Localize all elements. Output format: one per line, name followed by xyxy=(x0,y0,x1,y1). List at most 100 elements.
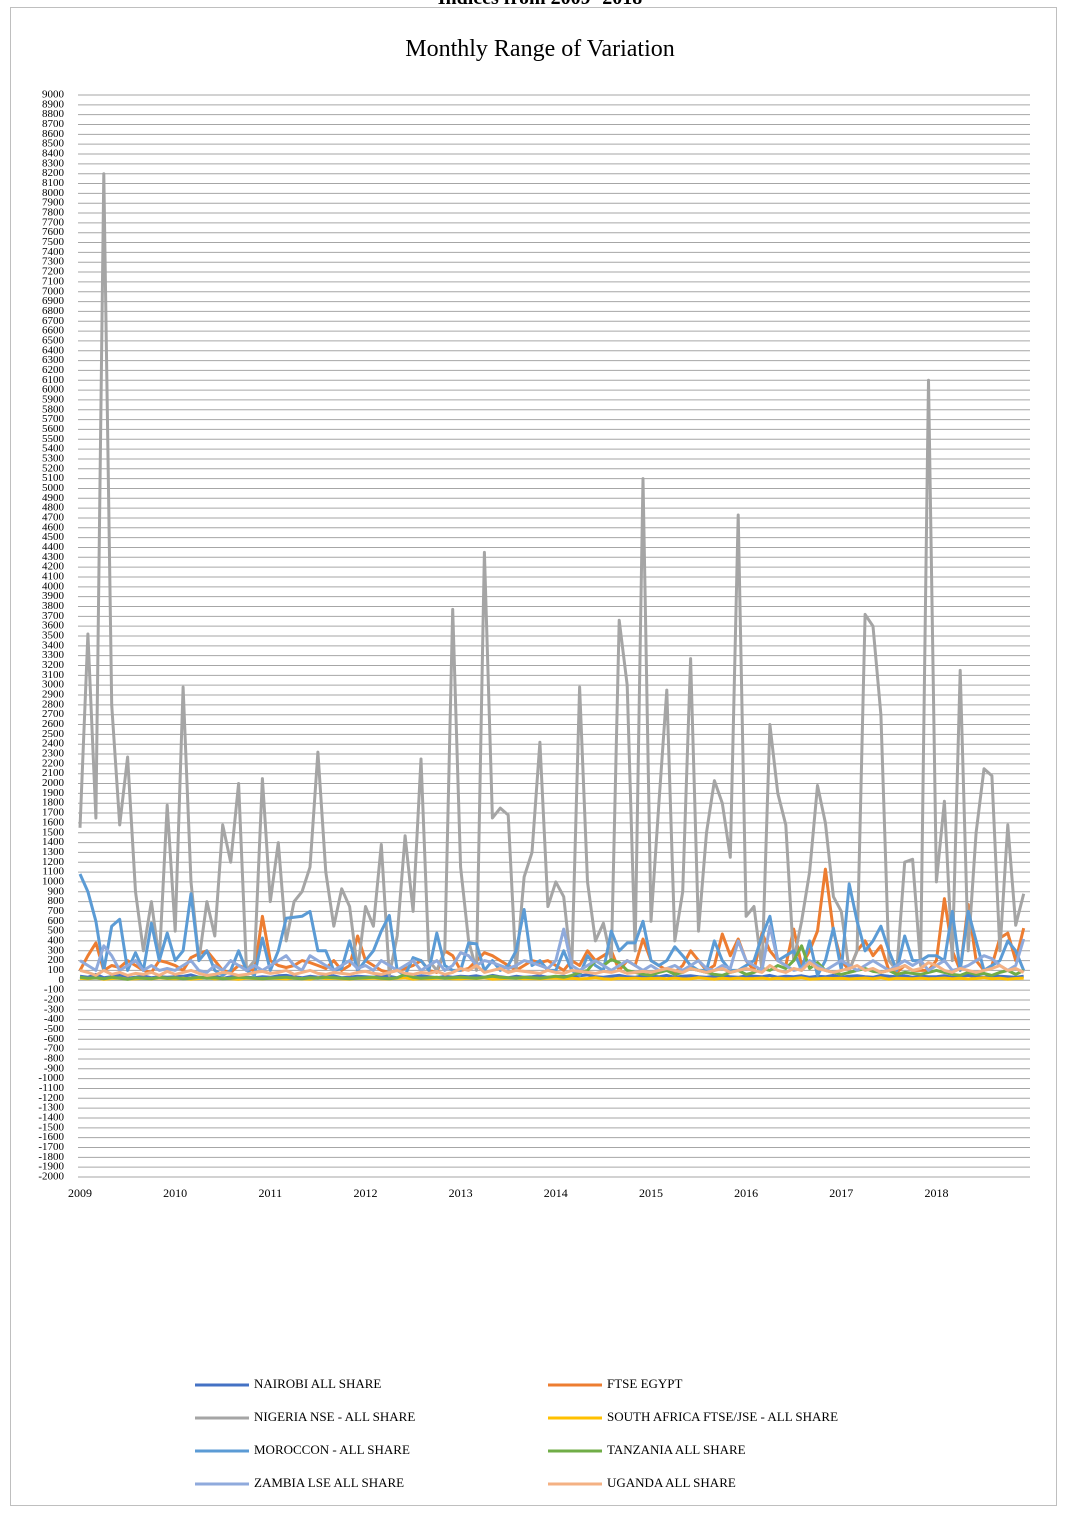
y-tick-label: -300 xyxy=(44,1003,65,1015)
y-tick-label: 900 xyxy=(48,885,65,897)
y-tick-label: 5000 xyxy=(42,482,65,494)
y-tick-label: 7300 xyxy=(42,256,65,268)
y-tick-label: 1400 xyxy=(42,836,65,848)
y-tick-label: 3800 xyxy=(42,600,65,612)
y-tick-label: 4200 xyxy=(42,561,65,573)
y-tick-label: 8600 xyxy=(42,128,65,140)
y-tick-label: 6600 xyxy=(42,325,65,337)
y-tick-label: 8500 xyxy=(42,138,65,150)
y-tick-label: -100 xyxy=(44,984,65,996)
y-tick-label: 7200 xyxy=(42,266,65,278)
y-tick-label: 7100 xyxy=(42,275,65,287)
legend-label: ZAMBIA LSE ALL SHARE xyxy=(254,1475,404,1490)
y-tick-label: 9000 xyxy=(42,89,65,101)
y-tick-label: 5500 xyxy=(42,433,65,445)
y-tick-label: 5700 xyxy=(42,413,65,425)
y-tick-label: -1000 xyxy=(38,1072,64,1084)
y-tick-label: 5600 xyxy=(42,423,65,435)
y-tick-label: -1700 xyxy=(38,1141,64,1153)
plot xyxy=(78,172,1026,981)
x-tick-label: 2016 xyxy=(734,1186,758,1200)
legend: NAIROBI ALL SHARE FTSE EGYPT NIGERIA NSE -… xyxy=(195,1376,838,1490)
y-tick-label: 6400 xyxy=(42,344,65,356)
y-tick-label: 4300 xyxy=(42,551,65,563)
x-tick-label: 2011 xyxy=(259,1186,283,1200)
x-tick-label: 2014 xyxy=(544,1186,568,1200)
y-tick-label: -1300 xyxy=(38,1102,64,1114)
y-tick-label: -1900 xyxy=(38,1161,64,1173)
legend-label: TANZANIA ALL SHARE xyxy=(607,1442,746,1457)
y-tick-label: 8100 xyxy=(42,177,65,189)
y-tick-label: 6500 xyxy=(42,334,65,346)
y-tick-label: 5200 xyxy=(42,462,65,474)
y-tick-label: 4600 xyxy=(42,521,65,533)
x-tick-label: 2012 xyxy=(353,1186,377,1200)
x-tick-label: 2017 xyxy=(829,1186,853,1200)
y-tick-label: 3300 xyxy=(42,649,65,661)
y-tick-label: 0 xyxy=(59,974,65,986)
y-tick-label: -1200 xyxy=(38,1092,64,1104)
y-tick-label: -1100 xyxy=(39,1082,65,1094)
y-tick-label: 3700 xyxy=(42,610,65,622)
y-tick-label: 1100 xyxy=(42,866,64,878)
chart-frame xyxy=(10,7,1057,1506)
y-tick-label: 3000 xyxy=(42,679,65,691)
y-tick-label: 7900 xyxy=(42,197,65,209)
y-tick-label: 2400 xyxy=(42,738,65,750)
series-line xyxy=(79,924,1026,974)
heading: Indices from 2009- 2018 xyxy=(438,0,643,9)
y-tick-label: 3400 xyxy=(42,639,65,651)
y-tick-label: 3600 xyxy=(42,620,65,632)
legend-label: FTSE EGYPT xyxy=(607,1376,683,1391)
y-tick-label: 2200 xyxy=(42,757,65,769)
y-tick-label: 4900 xyxy=(42,492,65,504)
y-tick-label: 600 xyxy=(48,915,65,927)
y-tick-label: -1600 xyxy=(38,1131,64,1143)
y-tick-label: 8000 xyxy=(42,187,65,199)
y-tick-label: -500 xyxy=(44,1023,65,1035)
y-tick-label: 1500 xyxy=(42,826,65,838)
y-tick-label: 2700 xyxy=(42,708,65,720)
y-tick-label: 7500 xyxy=(42,236,65,248)
y-tick-label: -2000 xyxy=(38,1171,64,1183)
legend-label: NIGERIA NSE - ALL SHARE xyxy=(254,1409,415,1424)
y-tick-label: 400 xyxy=(48,934,65,946)
y-tick-label: 8700 xyxy=(42,118,65,130)
legend-label: SOUTH AFRICA FTSE/JSE - ALL SHARE xyxy=(607,1409,838,1424)
y-tick-label: 1000 xyxy=(42,875,65,887)
y-tick-label: 1700 xyxy=(42,807,65,819)
y-tick-label: 2800 xyxy=(42,698,65,710)
y-tick-label: 500 xyxy=(48,925,65,937)
y-tick-label: -1800 xyxy=(38,1151,64,1163)
y-tick-label: 7000 xyxy=(42,285,65,297)
y-tick-label: 4500 xyxy=(42,531,65,543)
y-tick-label: 2600 xyxy=(42,718,65,730)
y-tick-label: 1900 xyxy=(42,787,65,799)
y-tick-label: 800 xyxy=(48,895,65,907)
y-tick-label: 2100 xyxy=(42,767,65,779)
y-tick-label: 8200 xyxy=(42,167,65,179)
y-tick-label: 6000 xyxy=(42,384,65,396)
x-tick-label: 2009 xyxy=(68,1186,92,1200)
y-tick-label: 2300 xyxy=(42,748,65,760)
y-tick-label: 4400 xyxy=(42,541,65,553)
y-tick-label: 300 xyxy=(48,944,65,956)
y-tick-label: 5300 xyxy=(42,452,65,464)
series-line xyxy=(78,172,1026,977)
y-tick-label: 2900 xyxy=(42,689,65,701)
y-tick-label: 1300 xyxy=(42,846,65,858)
y-tick-label: 7700 xyxy=(42,216,65,228)
y-tick-label: -800 xyxy=(44,1052,65,1064)
y-tick-label: 4800 xyxy=(42,502,65,514)
chart-title: Monthly Range of Variation xyxy=(405,36,675,62)
y-tick-label: 2000 xyxy=(42,777,65,789)
y-tick-label: -1400 xyxy=(38,1112,64,1124)
x-tick-label: 2013 xyxy=(449,1186,473,1200)
y-tick-label: 6700 xyxy=(42,315,65,327)
y-tick-label: -200 xyxy=(44,993,65,1005)
x-tick-label: 2018 xyxy=(924,1186,948,1200)
y-tick-label: 8300 xyxy=(42,157,65,169)
y-tick-label: 8400 xyxy=(42,148,65,160)
